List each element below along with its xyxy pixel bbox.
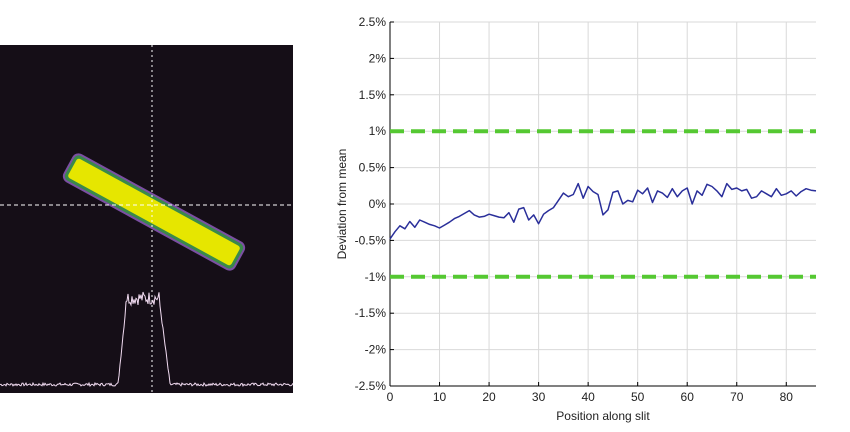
x-tick-label: 70 [730, 390, 744, 404]
x-tick-label: 20 [482, 390, 496, 404]
x-axis-label: Position along slit [556, 409, 650, 423]
x-tick-label: 60 [681, 390, 695, 404]
x-tick-label: 10 [433, 390, 447, 404]
y-tick-label: 2% [369, 51, 387, 65]
intensity-profile [0, 291, 294, 387]
x-tick-label: 0 [387, 390, 394, 404]
y-axis-label: Deviation from mean [335, 149, 349, 260]
y-tick-label: -2.5% [355, 379, 387, 393]
y-tick-label: 2.5% [359, 15, 387, 29]
x-tick-label: 80 [780, 390, 794, 404]
x-tick-label: 40 [581, 390, 595, 404]
y-tick-label: 0.5% [359, 161, 387, 175]
y-tick-label: 0% [369, 197, 387, 211]
y-tick-label: -0.5% [355, 233, 387, 247]
x-tick-label: 50 [631, 390, 645, 404]
x-tick-label: 30 [532, 390, 546, 404]
y-tick-label: -1% [365, 270, 387, 284]
bar-fill [68, 158, 240, 266]
y-tick-label: -1.5% [355, 306, 387, 320]
y-tick-label: -2% [365, 343, 387, 357]
bar-group [62, 153, 246, 271]
y-tick-label: 1% [369, 124, 387, 138]
y-tick-label: 1.5% [359, 88, 387, 102]
camera-image-panel [0, 45, 294, 393]
deviation-series-line [389, 182, 817, 240]
